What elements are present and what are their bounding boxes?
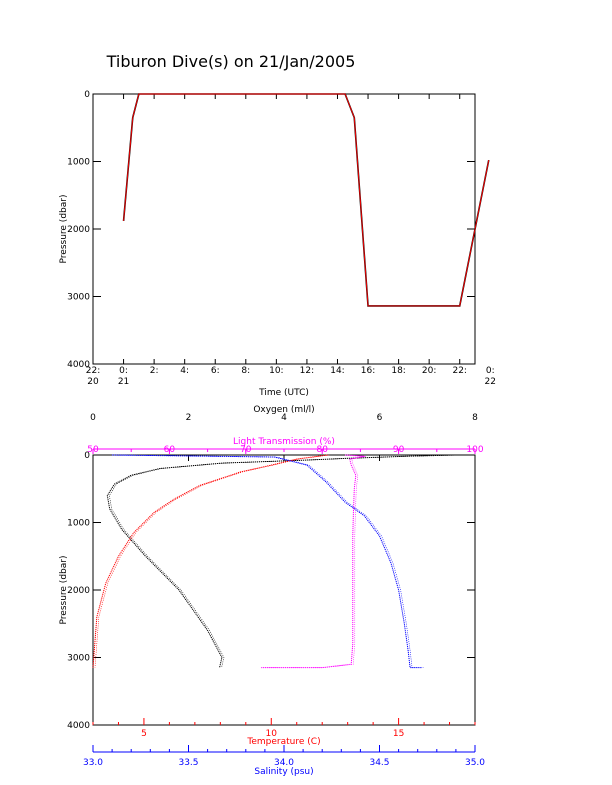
- x-tick-label: 12:: [300, 366, 314, 376]
- temperature-profile-cast: [94, 454, 330, 668]
- y-tick-label: 4000: [67, 721, 90, 731]
- plot-frame: [92, 454, 476, 726]
- x-tick-label: 14:: [330, 366, 344, 376]
- temperature-tick-label: 10: [266, 729, 278, 739]
- x-tick-label: 20: [87, 377, 99, 387]
- x-axis-label: Time (UTC): [258, 388, 309, 398]
- y-axis-label: Pressure (dbar): [59, 556, 69, 625]
- y-tick-label: 4000: [67, 360, 90, 370]
- x-tick-label: 6:: [211, 366, 220, 376]
- oxygen-tick-label: 2: [186, 413, 192, 423]
- x-tick-label: 16:: [361, 366, 375, 376]
- temperature-tick-label: 5: [141, 729, 147, 739]
- oxygen-tick-label: 0: [90, 413, 96, 423]
- x-tick-label: 22:: [86, 366, 100, 376]
- x-tick-label: 0:: [119, 366, 128, 376]
- x-tick-label: 10:: [269, 366, 283, 376]
- dive-track-line: [122, 93, 490, 307]
- plot-frame: [92, 93, 476, 365]
- y-tick-label: 0: [84, 90, 90, 100]
- oxygen-profile-line: [106, 454, 456, 668]
- salinity-profile-line: [112, 454, 422, 669]
- y-tick-label: 3000: [67, 654, 90, 664]
- figure-title: Tiburon Dive(s) on 21/Jan/2005: [106, 52, 356, 71]
- x-tick-label: 21: [118, 377, 129, 387]
- x-tick-label: 8:: [241, 366, 250, 376]
- salinity-tick-label: 34.0: [274, 758, 294, 768]
- pressure-profile-chart: 0 1000 2000 3000 4000 Pressure (dbar) 0 2 4 6 8 Oxy…: [59, 405, 485, 777]
- x-tick-label: 0:: [486, 366, 495, 376]
- salinity-axis-label: Salinity (psu): [254, 767, 313, 777]
- light-axis-label: Light Transmission (%): [233, 437, 335, 447]
- y-tick-label: 1000: [67, 519, 90, 529]
- oxygen-profile-cast: [109, 454, 458, 668]
- light-profile-cast: [263, 454, 367, 668]
- x-tick-label: 18:: [391, 366, 405, 376]
- salinity-tick-label: 33.5: [178, 758, 198, 768]
- salinity-tick-label: 35.0: [465, 758, 485, 768]
- y-axis-label: Pressure (dbar): [59, 195, 69, 264]
- oxygen-axis-label: Oxygen (ml/l): [253, 405, 314, 415]
- salinity-tick-label: 33.0: [83, 758, 103, 768]
- y-tick-label: 3000: [67, 293, 90, 303]
- y-tick-label: 1000: [67, 158, 90, 168]
- y-tick-label: 2000: [67, 225, 90, 235]
- x-tick-label: 22:: [452, 366, 466, 376]
- salinity-profile-cast: [114, 454, 424, 668]
- x-tick-label: 4:: [180, 366, 189, 376]
- light-profile-line: [261, 454, 365, 669]
- temperature-profile-line: [92, 454, 328, 668]
- y-tick-label: 2000: [67, 586, 90, 596]
- temperature-axis-label: Temperature (C): [246, 737, 320, 747]
- temperature-tick-label: 15: [393, 729, 404, 739]
- oxygen-tick-label: 8: [472, 413, 478, 423]
- oxygen-tick-label: 6: [377, 413, 383, 423]
- oxygen-tick-label: 4: [281, 413, 287, 423]
- y-tick-label: 0: [84, 451, 90, 461]
- x-tick-label: 2:: [150, 366, 159, 376]
- x-tick-label: 22: [485, 377, 496, 387]
- x-tick-label: 20:: [422, 366, 436, 376]
- dive-track-line: [123, 93, 490, 307]
- salinity-tick-label: 34.5: [369, 758, 389, 768]
